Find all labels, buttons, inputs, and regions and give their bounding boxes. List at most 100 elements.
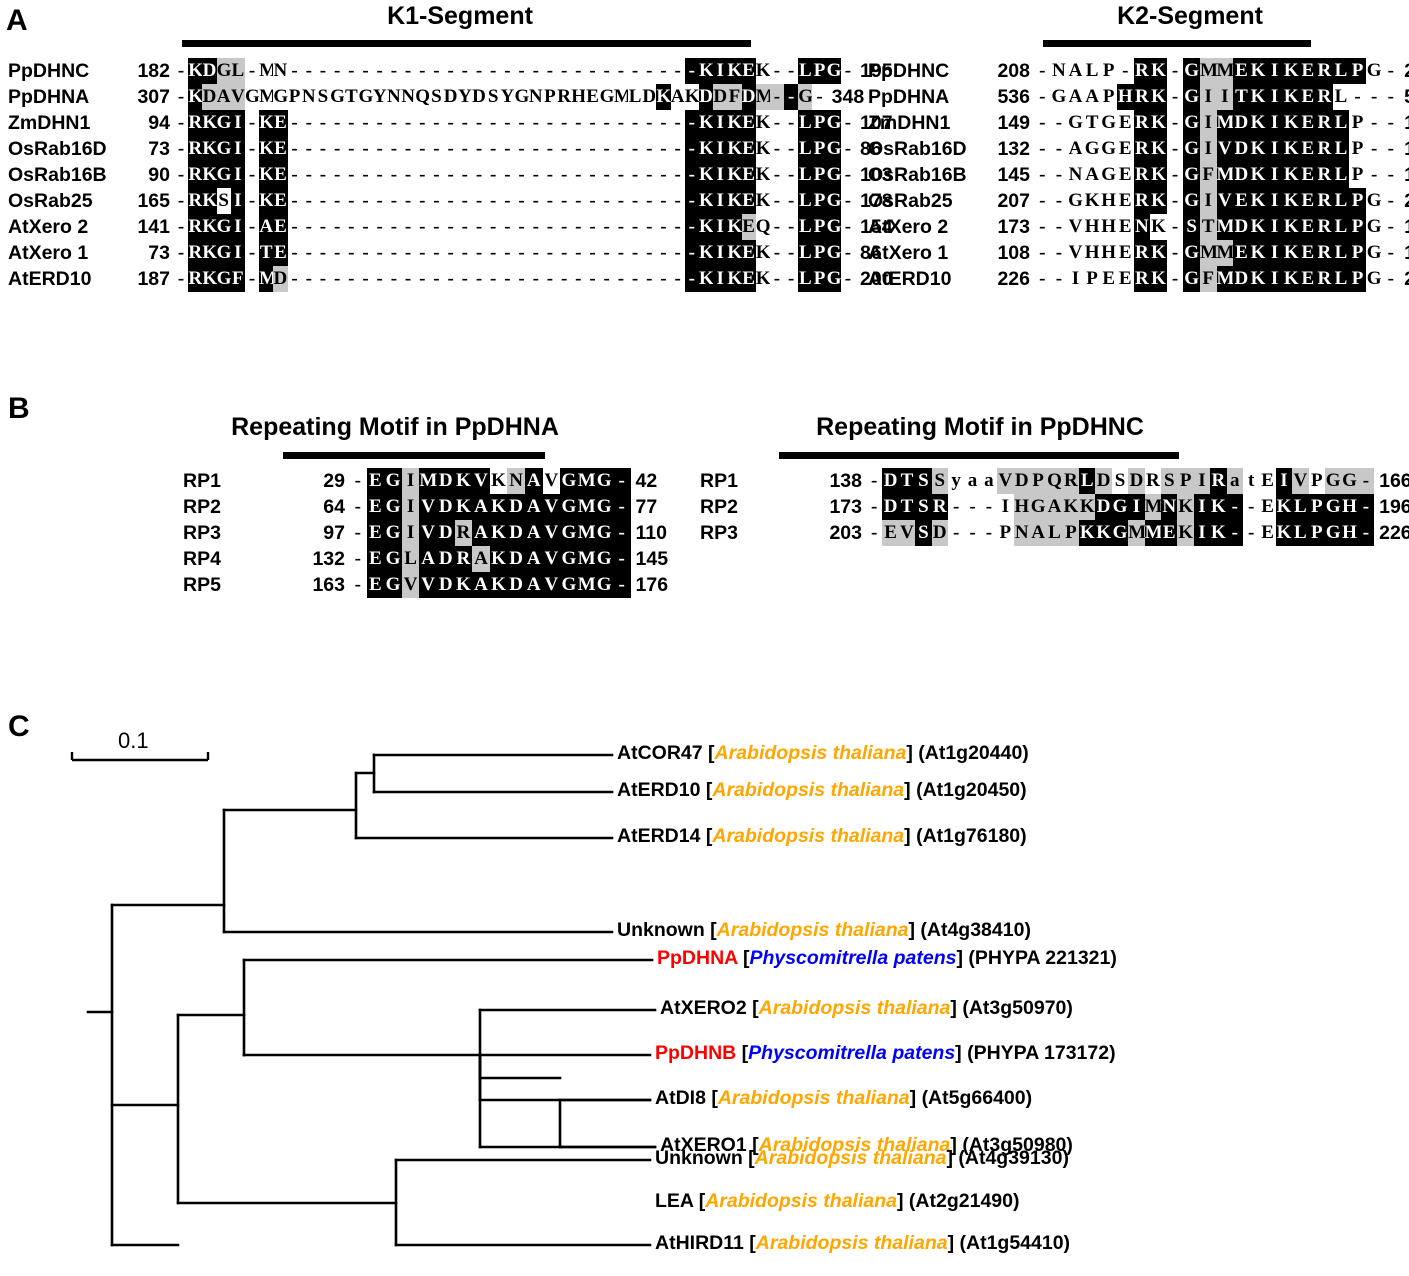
residue: - [542, 266, 558, 292]
residue: - [612, 520, 631, 546]
residue: - [401, 266, 416, 292]
tree-leaf-bracket-close: ] [950, 997, 963, 1019]
residue: - [542, 162, 558, 188]
residue: - [628, 110, 643, 136]
alignment-start-position: 208 [997, 59, 1030, 82]
tree-leaf-label[interactable]: AtXERO2 [Arabidopsis thaliana] (At3g5097… [660, 997, 1073, 1020]
residue: - [349, 520, 367, 546]
residue: - [415, 240, 430, 266]
residue: G [826, 110, 841, 136]
alignment-start-position: 182 [137, 59, 170, 82]
alignment-end-position: 196 [1379, 495, 1409, 518]
residue: A [472, 494, 490, 520]
alignment-row-name: OsRab25 [868, 189, 953, 212]
tree-leaf-gene: Unknown [617, 919, 711, 941]
tree-leaf-label[interactable]: AtCOR47 [Arabidopsis thaliana] (At1g2044… [617, 742, 1029, 765]
residue: T [1199, 214, 1217, 240]
residue: I [1266, 240, 1283, 266]
residue: H [571, 84, 586, 110]
residue: - [174, 162, 189, 188]
residue: K [755, 110, 770, 136]
residue: G [216, 162, 231, 188]
tree-leaf-bracket-open: [ [705, 825, 713, 847]
residue: E [366, 546, 385, 572]
tree-leaf-label[interactable]: AtDI8 [Arabidopsis thaliana] (At5g66400) [655, 1087, 1032, 1110]
residue: R [1133, 266, 1151, 292]
residue: - [1382, 136, 1400, 162]
tree-leaf-label[interactable]: Unknown [Arabidopsis thaliana] (At4g3841… [617, 919, 1031, 942]
residue: - [528, 162, 543, 188]
residue: - [330, 214, 345, 240]
residue: D [1233, 136, 1250, 162]
residue: H [1083, 240, 1101, 266]
residue: y [947, 468, 965, 494]
residue: E [1299, 162, 1317, 188]
residue: M [577, 468, 596, 494]
tree-leaf-bracket-open: [ [742, 947, 750, 969]
residue: D [1095, 468, 1112, 494]
tree-leaf-species: Arabidopsis thaliana [758, 1134, 951, 1156]
residue: D [436, 572, 455, 598]
residue: - [315, 214, 331, 240]
residue: G [560, 546, 578, 572]
residue: K [1062, 494, 1080, 520]
residue: M [1144, 520, 1163, 546]
residue: K [755, 136, 770, 162]
residue: - [1034, 188, 1051, 214]
residue: - [514, 162, 529, 188]
residue: - [599, 188, 614, 214]
residue: - [612, 546, 631, 572]
residue: - [401, 110, 416, 136]
residue: - [1166, 136, 1184, 162]
residue: - [315, 188, 331, 214]
residue: R [188, 188, 203, 214]
tree-leaf-label[interactable]: Unknown [Arabidopsis thaliana] (At4g3913… [655, 1147, 1069, 1170]
residue: G [1111, 494, 1129, 520]
residue: - [599, 240, 614, 266]
tree-leaf-label[interactable]: AtHIRD11 [Arabidopsis thaliana] (At1g544… [655, 1232, 1070, 1255]
residue: A [1083, 162, 1101, 188]
alignment-end-position: 552 [1399, 86, 1409, 109]
tree-leaf-label[interactable]: LEA [Arabidopsis thaliana] (At2g21490) [655, 1190, 1019, 1213]
residue: - [500, 110, 515, 136]
residue: K [1282, 136, 1300, 162]
alignment-start-position: 165 [137, 189, 170, 212]
residue: - [1382, 58, 1400, 84]
residue: A [1029, 520, 1047, 546]
residue: - [372, 214, 387, 240]
residue: P [812, 266, 827, 292]
tree-leaf-label[interactable]: AtXERO1 [Arabidopsis thaliana] (At3g5098… [660, 1134, 1073, 1157]
alignment-row: ZmDHN1 94- R K G I - K E - - - - - - - - - - - - - - - - - - - - - - - -… [8, 110, 893, 136]
tree-leaf-accession: (At1g20450) [916, 779, 1027, 801]
residue: - [542, 240, 558, 266]
residue: D [507, 520, 525, 546]
residue: K [259, 188, 274, 214]
tree-leaf-label[interactable]: PpDHNB [Physcomitrella patens] (PHYPA 17… [655, 1042, 1116, 1065]
residue: R [1316, 240, 1333, 266]
residue: - [344, 58, 359, 84]
tree-leaf-label[interactable]: AtERD14 [Arabidopsis thaliana] (At1g7618… [617, 825, 1027, 848]
tree-leaf-gene: LEA [655, 1190, 699, 1212]
tree-leaf-label[interactable]: PpDHNA [Physcomitrella patens] (PHYPA 22… [657, 947, 1117, 970]
residue: - [486, 188, 501, 214]
tree-leaf-accession: (At3g50970) [962, 997, 1073, 1019]
residue: D [741, 84, 756, 110]
residue: H [1013, 494, 1030, 520]
residue: E [366, 520, 385, 546]
residue: - [840, 240, 855, 266]
residue: I [1128, 494, 1145, 520]
residue: - [1166, 162, 1184, 188]
residue: N [273, 58, 288, 84]
alignment-row-name: OsRab16B [868, 163, 967, 186]
residue: a [980, 468, 998, 494]
alignment-end-position: 77 [635, 495, 658, 518]
residue: - [429, 240, 444, 266]
tree-leaf-gene: AtERD14 [617, 825, 706, 847]
tree-leaf-label[interactable]: AtERD10 [Arabidopsis thaliana] (At1g2045… [617, 779, 1027, 802]
tree-leaf-accession: (At3g50980) [962, 1134, 1073, 1156]
alignment-end-position: 42 [635, 469, 658, 492]
residue: P [812, 136, 827, 162]
